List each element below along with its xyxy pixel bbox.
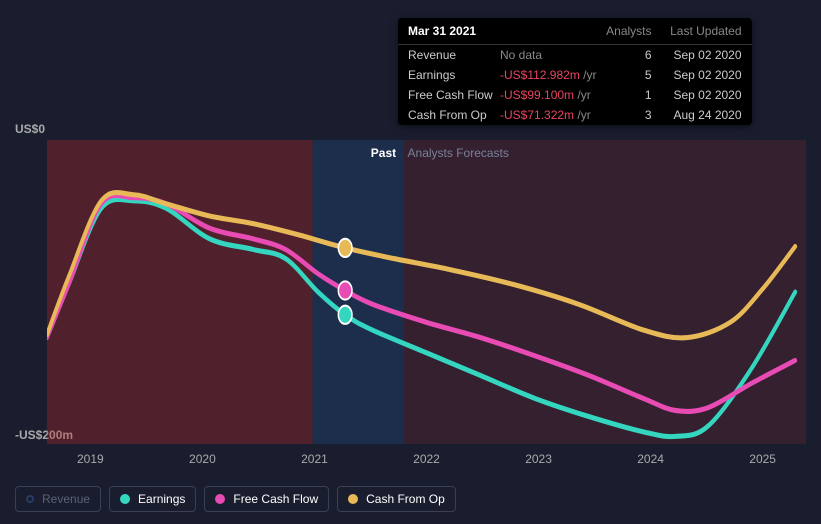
x-tick: 2023 [525,452,552,466]
tooltip-row-analysts: 1 [597,88,652,102]
series-marker [338,239,352,257]
legend-item[interactable]: Cash From Op [337,486,456,512]
series-line [47,195,795,411]
tooltip-row-value: -US$112.982m /yr [500,68,597,82]
chart-svg [47,140,806,444]
chart-plot-area[interactable]: Past Analysts Forecasts [47,140,806,444]
forecast-chart[interactable]: US$0 -US$200m Past Analysts Forecasts 20… [15,120,806,474]
y-axis-top-label: US$0 [15,122,45,136]
x-tick: 2024 [637,452,664,466]
tooltip-rows: RevenueNo data6Sep 02 2020Earnings-US$11… [398,45,752,125]
tooltip-row: Free Cash Flow-US$99.100m /yr1Sep 02 202… [398,85,752,105]
legend-swatch [348,494,358,504]
legend-item[interactable]: Revenue [15,486,101,512]
tooltip-row-analysts: 6 [597,48,652,62]
x-tick: 2020 [189,452,216,466]
tooltip-row-updated: Sep 02 2020 [652,88,742,102]
legend-label: Cash From Op [366,492,445,506]
tooltip-row-value: No data [500,48,597,62]
region-label-past: Past [371,146,396,160]
tooltip-row-label: Earnings [408,68,500,82]
tooltip-col-updated: Last Updated [652,24,742,38]
tooltip-header: Mar 31 2021 Analysts Last Updated [398,18,752,45]
tooltip-row-label: Revenue [408,48,500,62]
legend-swatch [26,495,34,503]
tooltip-row-value: -US$99.100m /yr [500,88,597,102]
tooltip-row-updated: Sep 02 2020 [652,48,742,62]
x-tick: 2025 [749,452,776,466]
x-tick: 2021 [301,452,328,466]
tooltip-row-analysts: 5 [597,68,652,82]
x-tick: 2022 [413,452,440,466]
series-marker [338,306,352,324]
tooltip-row-updated: Sep 02 2020 [652,68,742,82]
x-axis: 2019 2020 2021 2022 2023 2024 2025 [47,452,806,466]
x-tick: 2019 [77,452,104,466]
legend-label: Free Cash Flow [233,492,318,506]
legend-item[interactable]: Free Cash Flow [204,486,329,512]
region-label-forecast: Analysts Forecasts [408,146,509,160]
tooltip-row-label: Free Cash Flow [408,88,500,102]
chart-legend: Revenue Earnings Free Cash Flow Cash From O… [15,486,456,512]
series-line [47,199,795,436]
tooltip-row: Earnings-US$112.982m /yr5Sep 02 2020 [398,65,752,85]
series-marker [338,281,352,299]
legend-swatch [215,494,225,504]
legend-label: Revenue [42,492,90,506]
tooltip-row: RevenueNo data6Sep 02 2020 [398,45,752,65]
tooltip-col-analysts: Analysts [597,24,652,38]
chart-tooltip: Mar 31 2021 Analysts Last Updated Revenu… [398,18,752,125]
tooltip-date: Mar 31 2021 [408,24,597,38]
legend-label: Earnings [138,492,185,506]
legend-item[interactable]: Earnings [109,486,196,512]
legend-swatch [120,494,130,504]
series-line [47,192,795,337]
